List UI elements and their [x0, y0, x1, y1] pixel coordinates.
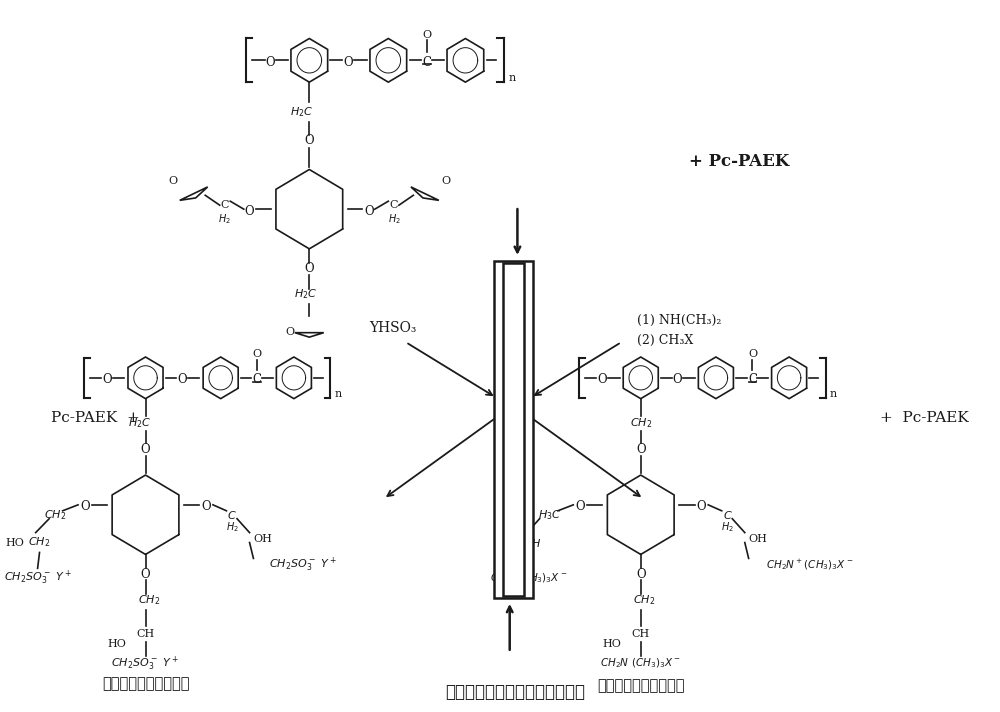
Text: $H_2C$: $H_2C$	[128, 417, 151, 430]
Text: O: O	[141, 443, 150, 456]
Text: $CH_2$: $CH_2$	[138, 593, 161, 607]
Text: O: O	[168, 177, 177, 187]
Text: O: O	[422, 29, 431, 40]
Text: O: O	[265, 56, 275, 69]
Text: C: C	[748, 373, 757, 387]
Text: $CH_2$: $CH_2$	[630, 417, 652, 430]
Text: O: O	[597, 373, 607, 387]
Text: OH: OH	[253, 533, 272, 543]
Text: O: O	[673, 373, 682, 387]
Text: $H_2C$: $H_2C$	[294, 288, 317, 301]
Text: $CH_2SO_3^-\ Y^+$: $CH_2SO_3^-\ Y^+$	[111, 654, 180, 673]
Text: O: O	[201, 501, 211, 513]
Text: 含酉菁催化基团聚芳醚锐双极膜: 含酉菁催化基团聚芳醚锐双极膜	[445, 684, 585, 701]
Text: O: O	[141, 567, 150, 581]
Text: $CH_2N^+(CH_3)_3X^-$: $CH_2N^+(CH_3)_3X^-$	[766, 557, 853, 572]
Bar	[503, 263, 524, 596]
Text: O: O	[102, 373, 112, 387]
Text: HO: HO	[5, 538, 24, 548]
Text: n: n	[509, 73, 516, 83]
Text: CH: CH	[632, 629, 650, 639]
Text: 聚芳醚锐阳离子交换膜: 聚芳醚锐阳离子交换膜	[102, 676, 189, 691]
Text: $C$: $C$	[723, 509, 732, 520]
Text: (2) CH₃X: (2) CH₃X	[637, 334, 693, 347]
Text: C: C	[390, 200, 398, 210]
Text: YHSO₃: YHSO₃	[369, 321, 417, 335]
Text: O: O	[253, 349, 262, 359]
Text: $CH_2$: $CH_2$	[633, 593, 656, 607]
Text: $CH_2SO_3^-\ Y^+$: $CH_2SO_3^-\ Y^+$	[269, 555, 337, 573]
Text: HO: HO	[499, 538, 517, 548]
Text: CH: CH	[136, 629, 155, 639]
Text: $H_2$: $H_2$	[218, 212, 231, 226]
Text: OH: OH	[749, 533, 768, 543]
Text: $CH_2$: $CH_2$	[28, 535, 51, 550]
Text: $H_2$: $H_2$	[388, 212, 401, 226]
Text: O: O	[285, 328, 295, 337]
Text: C: C	[220, 200, 229, 210]
Text: $CH_2SO_3^-\ Y^+$: $CH_2SO_3^-\ Y^+$	[4, 569, 72, 587]
Text: C: C	[422, 56, 431, 69]
Text: $C$: $C$	[227, 509, 237, 520]
Text: O: O	[697, 501, 706, 513]
Text: O: O	[343, 56, 353, 69]
Text: $H_2$: $H_2$	[226, 520, 239, 533]
Text: $H_2$: $H_2$	[721, 520, 734, 533]
Text: 聚芳醚锐阴离子交换膜: 聚芳醚锐阴离子交换膜	[597, 678, 684, 693]
Text: n: n	[830, 389, 837, 399]
Text: $CH_2N(CH_3)_3X^-$: $CH_2N(CH_3)_3X^-$	[490, 572, 568, 585]
Text: $H_3C$: $H_3C$	[538, 508, 562, 522]
Text: $H_2C$: $H_2C$	[290, 105, 313, 119]
Text: Pc-PAEK  +: Pc-PAEK +	[51, 411, 140, 424]
Text: HO: HO	[603, 639, 621, 649]
Text: HO: HO	[107, 639, 126, 649]
Text: $CH_2$: $CH_2$	[44, 508, 66, 522]
Text: O: O	[442, 177, 451, 187]
Text: O: O	[364, 204, 374, 218]
Text: O: O	[177, 373, 187, 387]
Text: O: O	[304, 262, 314, 275]
Bar	[494, 261, 533, 598]
Text: + Pc-PAEK: + Pc-PAEK	[689, 153, 789, 170]
Text: C: C	[253, 373, 262, 387]
Text: O: O	[748, 349, 757, 359]
Text: O: O	[636, 567, 646, 581]
Text: O: O	[636, 443, 646, 456]
Text: +  Pc-PAEK: + Pc-PAEK	[880, 411, 968, 424]
Text: O: O	[575, 501, 585, 513]
Text: O: O	[245, 204, 254, 218]
Text: O: O	[80, 501, 90, 513]
Text: (1) NH(CH₃)₂: (1) NH(CH₃)₂	[637, 314, 721, 327]
Text: n: n	[334, 389, 342, 399]
Text: $CH$: $CH$	[524, 537, 542, 548]
Text: $CH_2N\ (CH_3)_3X^-$: $CH_2N\ (CH_3)_3X^-$	[600, 656, 681, 671]
Text: O: O	[304, 134, 314, 147]
